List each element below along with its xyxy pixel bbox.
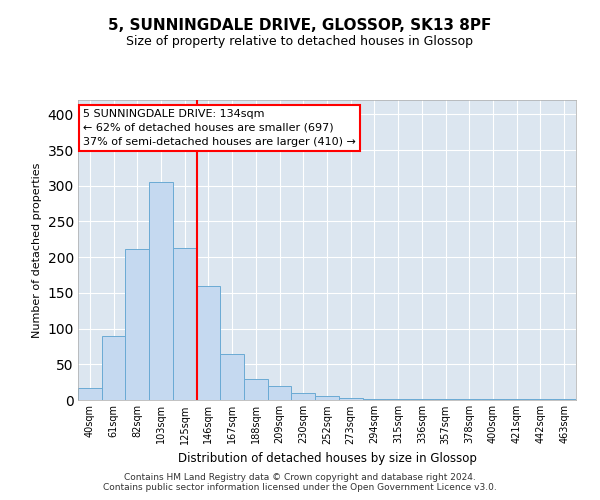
- Text: 5 SUNNINGDALE DRIVE: 134sqm
← 62% of detached houses are smaller (697)
37% of se: 5 SUNNINGDALE DRIVE: 134sqm ← 62% of det…: [83, 109, 356, 147]
- X-axis label: Distribution of detached houses by size in Glossop: Distribution of detached houses by size …: [178, 452, 476, 465]
- Bar: [292, 393, 315, 400]
- Bar: [102, 336, 125, 400]
- Text: Size of property relative to detached houses in Glossop: Size of property relative to detached ho…: [127, 35, 473, 48]
- Text: Contains HM Land Registry data © Crown copyright and database right 2024.
Contai: Contains HM Land Registry data © Crown c…: [103, 473, 497, 492]
- Bar: [386, 398, 410, 400]
- Bar: [362, 398, 386, 400]
- Bar: [481, 398, 505, 400]
- Y-axis label: Number of detached properties: Number of detached properties: [32, 162, 42, 338]
- Text: 5, SUNNINGDALE DRIVE, GLOSSOP, SK13 8PF: 5, SUNNINGDALE DRIVE, GLOSSOP, SK13 8PF: [109, 18, 491, 32]
- Bar: [125, 250, 149, 400]
- Bar: [268, 386, 292, 400]
- Bar: [552, 398, 576, 400]
- Bar: [197, 286, 220, 400]
- Bar: [529, 398, 552, 400]
- Bar: [244, 378, 268, 400]
- Bar: [315, 396, 339, 400]
- Bar: [505, 398, 529, 400]
- Bar: [410, 398, 434, 400]
- Bar: [78, 388, 102, 400]
- Bar: [339, 398, 362, 400]
- Bar: [457, 398, 481, 400]
- Bar: [220, 354, 244, 400]
- Bar: [173, 248, 197, 400]
- Bar: [149, 182, 173, 400]
- Bar: [434, 398, 457, 400]
